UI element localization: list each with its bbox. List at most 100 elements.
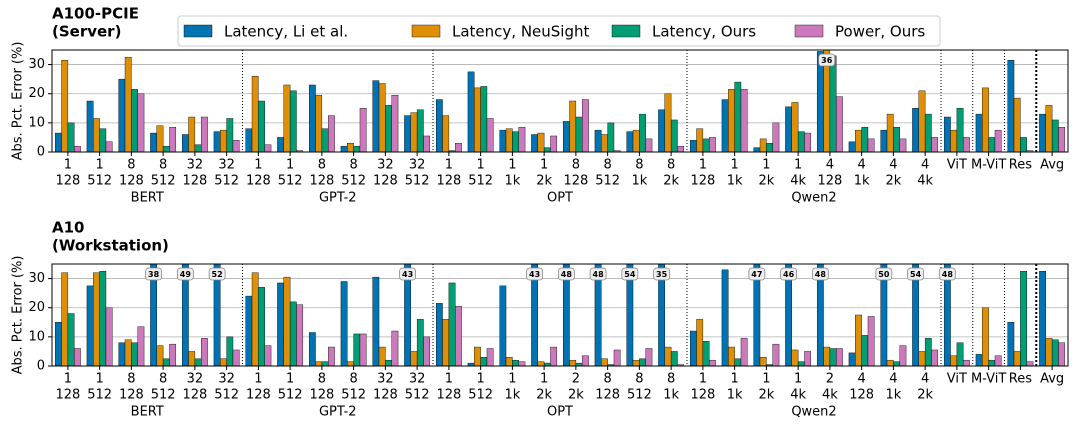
x-tick-label: 128 <box>849 388 874 403</box>
x-tick-label: 128 <box>373 388 398 403</box>
bar <box>562 121 570 152</box>
x-tick-label: 1 <box>254 158 262 173</box>
bar <box>709 359 716 366</box>
x-tick-label: 8 <box>127 158 135 173</box>
bar <box>988 359 996 366</box>
bar <box>867 138 875 152</box>
bar <box>791 349 799 366</box>
x-tick-label: 8 <box>127 372 135 387</box>
bar <box>169 343 177 366</box>
group-label: BERT <box>131 191 164 206</box>
bar <box>99 271 107 366</box>
bar <box>1013 351 1021 366</box>
x-tick-label: 4k <box>790 174 806 189</box>
bar <box>321 361 329 366</box>
bar <box>1058 342 1066 366</box>
bar <box>137 93 145 152</box>
bar <box>645 138 653 152</box>
value-label: 52 <box>212 270 223 279</box>
x-tick-label: 32 <box>218 158 235 173</box>
legend: Latency, Li et al. Latency, NeuSight Laten… <box>177 15 941 47</box>
x-tick-label: 128 <box>119 388 144 403</box>
bar <box>264 144 272 152</box>
bar <box>645 348 653 366</box>
value-badge <box>208 267 226 281</box>
bar <box>156 125 164 152</box>
legend-swatch <box>183 24 213 38</box>
bar <box>601 134 608 152</box>
x-tick-label: 1 <box>508 372 516 387</box>
bar <box>181 134 189 152</box>
bar <box>54 132 62 152</box>
chart-title: A10 <box>52 219 84 237</box>
value-label: 38 <box>148 270 160 279</box>
x-tick-label: 128 <box>436 388 461 403</box>
bar <box>385 105 392 152</box>
x-tick-label: 512 <box>151 174 176 189</box>
bar <box>632 359 640 366</box>
x-tick-label: 128 <box>55 174 80 189</box>
bar <box>518 361 526 366</box>
bar <box>696 128 704 152</box>
x-tick-label: 8 <box>603 158 611 173</box>
bar <box>728 346 735 366</box>
x-tick-label: 2k <box>758 174 774 189</box>
bar <box>486 348 494 366</box>
x-tick-label: 1 <box>794 158 802 173</box>
bar <box>689 140 697 152</box>
x-tick-label: 8 <box>159 158 167 173</box>
x-tick-label: 1 <box>699 158 707 173</box>
bar <box>664 346 672 366</box>
x-tick-label: 128 <box>817 174 842 189</box>
bar <box>391 330 399 366</box>
bar <box>340 145 348 152</box>
bar <box>105 141 113 152</box>
bar <box>816 264 824 366</box>
x-tick-label: 4k <box>917 174 933 189</box>
bar <box>912 108 919 152</box>
x-tick-label: 2k <box>758 388 774 403</box>
x-tick-label: 2 <box>826 372 834 387</box>
value-badge <box>176 267 194 281</box>
bar <box>486 118 494 152</box>
x-tick-label: 1 <box>730 158 738 173</box>
legend-label: Latency, NeuSight <box>452 23 589 41</box>
value-label: 50 <box>878 270 890 279</box>
x-tick-label: 128 <box>182 388 207 403</box>
bar <box>912 264 919 366</box>
bar <box>1039 271 1046 366</box>
value-badge <box>938 267 956 281</box>
bar <box>734 358 742 366</box>
value-label: 48 <box>593 270 605 279</box>
bar <box>696 319 704 366</box>
x-tick-label: 1k <box>727 388 743 403</box>
value-badge <box>589 267 607 281</box>
x-tick-label: 1 <box>730 372 738 387</box>
plot-frame <box>51 263 1069 367</box>
bar <box>848 352 856 366</box>
legend-label: Power, Ours <box>835 23 925 41</box>
x-tick-label: Res <box>1009 372 1032 387</box>
bar <box>480 357 488 366</box>
x-tick-label: 512 <box>214 388 239 403</box>
x-tick-label: M-ViT <box>971 372 1006 387</box>
bar <box>816 51 824 152</box>
x-tick-label: 8 <box>667 372 675 387</box>
bar <box>99 128 107 152</box>
bar <box>93 118 100 152</box>
bar <box>150 264 157 366</box>
bar <box>131 89 138 152</box>
bar <box>156 345 164 366</box>
bar <box>721 99 729 152</box>
x-tick-label: 1 <box>445 158 453 173</box>
x-tick-label: 1 <box>699 372 707 387</box>
bar <box>797 361 805 366</box>
bar <box>950 355 958 366</box>
x-tick-label: 4 <box>889 158 897 173</box>
value-label: 48 <box>561 270 573 279</box>
x-tick-label: 1 <box>762 158 770 173</box>
bar <box>918 90 926 152</box>
bar <box>213 264 221 366</box>
bar <box>289 90 297 152</box>
